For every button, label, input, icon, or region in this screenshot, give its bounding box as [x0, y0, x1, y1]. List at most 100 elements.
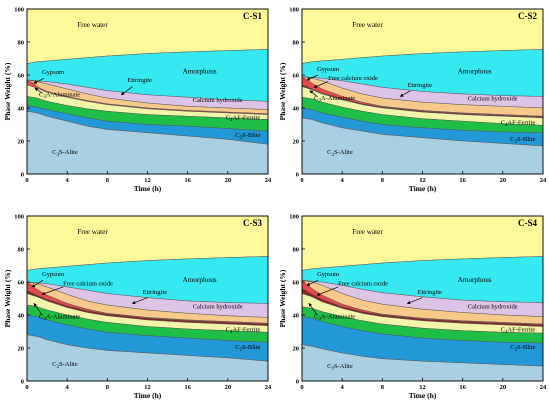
- phase-label-fco: Free calcium oxide: [338, 280, 388, 287]
- phase-label-c3s: C3S-Alite: [52, 149, 78, 158]
- y-tick-label: 60: [18, 72, 25, 79]
- x-tick-label: 24: [265, 177, 272, 184]
- phase-label-ch: Calcium hydroxide: [193, 303, 243, 310]
- y-tick-label: 20: [18, 345, 25, 352]
- y-tick-label: 80: [18, 39, 25, 46]
- phase-label-c3s: C3S-Alite: [52, 361, 78, 370]
- phase-label-ettringite: Ettringite: [417, 289, 442, 296]
- y-tick-label: 0: [296, 378, 299, 385]
- y-tick-label: 100: [14, 6, 24, 13]
- x-tick-label: 16: [184, 384, 191, 391]
- phase-label-ch: Calcium hydroxide: [193, 97, 243, 104]
- chart-panel-2: 0 4 8 12 16 20 24 0 20 40 60 80 100 Time (h) Phase Wei…: [278, 6, 547, 193]
- phase-label-amorphous: Amorphous: [183, 67, 217, 75]
- pointer-arrow-fco: [313, 81, 329, 88]
- pointer-arrow-ettringite: [131, 297, 148, 305]
- pointer-arrow-c3a: [308, 302, 318, 316]
- phase-label-ettringite: Ettringite: [407, 82, 432, 89]
- x-axis-label: Time (h): [409, 184, 437, 193]
- phase-label-free_water: Free water: [77, 228, 108, 236]
- y-axis-label: Phase Weight (%): [278, 62, 287, 120]
- phase-label-c4af: C4AF-Ferrite: [501, 120, 536, 129]
- x-tick-label: 8: [381, 384, 385, 391]
- phase-label-gypsum: Gypsum: [317, 66, 339, 73]
- x-tick-label: 0: [25, 384, 28, 391]
- phase-label-ettringite: Ettringite: [127, 77, 152, 84]
- phase-label-free_water: Free water: [77, 21, 108, 29]
- pointer-arrow-fco: [316, 286, 339, 296]
- y-axis-label: Phase Weight (%): [278, 269, 287, 327]
- phase-label-ch: Calcium hydroxide: [468, 96, 518, 103]
- phase-label-c2s: C2S-Blite: [235, 344, 260, 353]
- phase-label-gypsum: Gypsum: [42, 271, 64, 278]
- y-tick-label: 0: [21, 171, 24, 178]
- x-tick-label: 20: [500, 384, 507, 391]
- x-tick-label: 8: [381, 177, 385, 184]
- x-tick-label: 20: [225, 177, 232, 184]
- x-tick-label: 4: [66, 177, 70, 184]
- phase-label-ch: Calcium hydroxide: [468, 303, 518, 310]
- phase-label-c4af: C4AF-Ferrite: [226, 327, 261, 336]
- phase-label-amorphous: Amorphous: [183, 276, 217, 284]
- y-tick-label: 20: [293, 138, 300, 145]
- y-tick-label: 40: [293, 105, 300, 112]
- y-tick-label: 100: [289, 6, 299, 13]
- x-tick-label: 0: [300, 177, 303, 184]
- phase-label-c3a: C3A-Aluminate: [314, 313, 355, 322]
- panel-title: C-S1: [243, 11, 263, 21]
- y-tick-label: 100: [14, 213, 24, 220]
- x-tick-label: 24: [540, 384, 547, 391]
- phase-label-amorphous: Amorphous: [458, 67, 492, 75]
- y-tick-label: 0: [21, 378, 24, 385]
- x-axis-label: Time (h): [409, 391, 437, 400]
- chart-panel-1: 0 4 8 12 16 20 24 0 20 40 60 80 100 Time (h) Phase Wei…: [3, 6, 272, 193]
- phase-label-c2s: C2S-Blite: [510, 136, 535, 145]
- phase-label-fco: Free calcium oxide: [328, 75, 378, 82]
- x-tick-label: 16: [459, 384, 466, 391]
- phase-label-gypsum: Gypsum: [317, 271, 339, 278]
- phase-label-c3s: C3S-Alite: [327, 149, 353, 158]
- x-tick-label: 0: [25, 177, 28, 184]
- y-tick-label: 20: [18, 138, 25, 145]
- phase-label-fco: Free calcium oxide: [63, 280, 113, 287]
- y-tick-label: 60: [293, 279, 300, 286]
- phase-label-c3a: C3A-Aluminate: [39, 313, 80, 322]
- x-tick-label: 16: [184, 177, 191, 184]
- phase-label-c3a: C3A-Aluminate: [314, 95, 355, 104]
- x-tick-label: 0: [300, 384, 303, 391]
- x-tick-label: 12: [144, 384, 151, 391]
- x-tick-label: 20: [225, 384, 232, 391]
- pointer-arrow-ettringite: [120, 86, 133, 96]
- phase-label-c4af: C4AF-Ferrite: [226, 115, 261, 124]
- x-tick-label: 4: [341, 177, 345, 184]
- pointer-arrow-c3a: [309, 90, 318, 97]
- pointer-arrow-c3a: [34, 87, 43, 94]
- y-tick-label: 80: [18, 246, 25, 253]
- phase-label-c3s: C3S-Alite: [327, 363, 353, 372]
- x-tick-label: 8: [106, 384, 110, 391]
- y-axis-label: Phase Weight (%): [3, 269, 12, 327]
- x-tick-label: 12: [419, 177, 426, 184]
- phase-label-ettringite: Ettringite: [142, 289, 167, 296]
- y-tick-label: 20: [293, 345, 300, 352]
- x-tick-label: 16: [459, 177, 466, 184]
- pointer-arrow-gypsum: [306, 74, 319, 81]
- x-axis-label: Time (h): [134, 391, 162, 400]
- y-tick-label: 80: [293, 246, 300, 253]
- x-tick-label: 20: [500, 177, 507, 184]
- phase-label-free_water: Free water: [352, 228, 383, 236]
- x-tick-label: 24: [540, 177, 547, 184]
- pointer-arrow-gypsum: [31, 280, 44, 288]
- phase-label-gypsum: Gypsum: [42, 69, 64, 76]
- y-tick-label: 40: [293, 312, 300, 319]
- pointer-arrow-c3a: [33, 302, 43, 316]
- y-tick-label: 40: [18, 312, 25, 319]
- x-tick-label: 8: [106, 177, 110, 184]
- chart-panel-3: 0 4 8 12 16 20 24 0 20 40 60 80 100 Time (h) Phase Wei…: [3, 213, 272, 400]
- y-tick-label: 100: [289, 213, 299, 220]
- phase-label-c2s: C2S-Blite: [510, 344, 535, 353]
- x-tick-label: 12: [419, 384, 426, 391]
- x-tick-label: 12: [144, 177, 151, 184]
- x-tick-label: 4: [66, 384, 70, 391]
